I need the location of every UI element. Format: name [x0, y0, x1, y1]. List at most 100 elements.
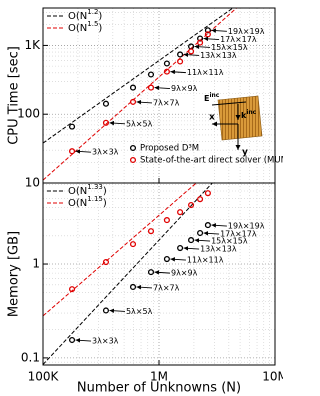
x-tick-label: 10M [262, 370, 283, 384]
axes-frame [42, 182, 276, 366]
annotation: 11λ×11λ [187, 68, 224, 77]
inset-text: k [241, 111, 247, 120]
annotation-arrow [170, 257, 186, 262]
inset-arrow [211, 101, 247, 106]
annotation-arrow [75, 338, 92, 343]
legend-label: O(N1.5) [68, 20, 102, 34]
y-tick-label: 1K [24, 38, 41, 52]
data-point [68, 148, 76, 155]
data-point [163, 256, 170, 263]
annotation-arrow [109, 308, 125, 314]
legend-text: O(N [68, 198, 87, 209]
data-point [129, 98, 137, 105]
legend-label: State-of-the-art direct solver (MUMPS) [140, 156, 283, 166]
inset-text: E [204, 94, 209, 103]
annotation: 7λ×7λ [153, 283, 180, 292]
annotation-arrow [170, 69, 186, 75]
data-point [177, 58, 184, 65]
data-point [197, 196, 204, 203]
annotation: 17λ×17λ [220, 35, 257, 44]
data-point [204, 190, 211, 197]
data-point [177, 209, 184, 216]
data-point [197, 35, 204, 42]
x-axis-title: Number of Unknowns (N) [77, 381, 241, 396]
annotation-arrow [183, 246, 200, 251]
legend-marker [129, 144, 137, 152]
annotation: 19λ×19λ [228, 27, 265, 36]
y-tick-label: 0.1 [21, 350, 40, 364]
data-point [188, 237, 195, 244]
annotation: 17λ×17λ [220, 230, 257, 239]
legend-label: O(N1.15) [68, 195, 107, 209]
data-point [102, 258, 110, 266]
data-point [188, 48, 195, 55]
annotation-arrow [154, 85, 171, 91]
legend-label: O(N1.33) [68, 183, 107, 197]
annotation: 9λ×9λ [171, 84, 198, 93]
data-point [204, 222, 211, 229]
data-point [177, 245, 184, 252]
inset-label: x [209, 113, 215, 123]
annotation: 11λ×11λ [187, 256, 224, 265]
data-point [68, 123, 76, 130]
data-point [163, 60, 170, 67]
annotation-arrow [194, 238, 211, 243]
legend-text: ) [103, 198, 107, 209]
legend-text: O(N [68, 11, 87, 22]
legend-exponent: 1.5 [87, 20, 98, 28]
data-point [102, 307, 110, 314]
data-point [147, 269, 155, 276]
legend-label: Proposed D³M [140, 144, 199, 154]
y-tick-label: 1 [32, 257, 40, 271]
data-point [147, 71, 155, 78]
data-point [204, 27, 211, 34]
annotation: 5λ×5λ [126, 307, 153, 316]
annotation-arrow [183, 52, 200, 57]
legend-text: ) [98, 23, 102, 34]
annotation-arrow [75, 149, 92, 154]
annotation: 9λ×9λ [171, 269, 198, 278]
annotation: 15λ×15λ [211, 237, 248, 246]
annotation-arrow [136, 99, 153, 105]
annotation-arrow [203, 36, 220, 42]
annotation: 3λ×3λ [92, 148, 119, 157]
data-point [129, 283, 137, 290]
data-point [188, 202, 195, 209]
annotation: 15λ×15λ [211, 43, 248, 52]
x-tick-label: 100K [28, 370, 60, 384]
annotation: 19λ×19λ [228, 222, 265, 231]
annotation: 7λ×7λ [153, 98, 180, 107]
data-point [129, 84, 137, 91]
legend-exponent: 1.33 [87, 183, 103, 191]
data-point [102, 100, 110, 107]
data-point [102, 119, 110, 126]
inset-label: kinc [241, 109, 257, 120]
y-tick-label: 100 [17, 107, 40, 121]
data-point [147, 228, 155, 235]
reference-line [43, 183, 198, 317]
data-point [163, 217, 170, 224]
annotation-arrow [194, 44, 211, 49]
annotation-arrow [203, 231, 220, 236]
data-point [197, 229, 204, 237]
annotation-arrow [109, 120, 125, 126]
annotation: 13λ×13λ [200, 51, 237, 60]
data-point [147, 84, 155, 91]
annotation-arrow [136, 284, 153, 290]
annotation: 13λ×13λ [200, 245, 237, 254]
inset-label: y [242, 148, 248, 158]
annotation: 3λ×3λ [92, 337, 119, 346]
x-tick-label: 1M [150, 370, 168, 384]
legend-text: ) [98, 11, 102, 22]
inset-sup: inc [209, 92, 219, 99]
data-point [197, 39, 204, 46]
legend-exponent: 1.15 [87, 195, 103, 203]
annotation-arrow [211, 223, 227, 228]
annotation-arrow [211, 28, 227, 33]
inset-sup: inc [246, 109, 256, 116]
legend-label: O(N1.2) [68, 8, 102, 22]
data-point [177, 51, 184, 58]
panel: 100K 1M 10M 0.1 1 Memory [GB] Number of Unknow… [7, 182, 283, 396]
